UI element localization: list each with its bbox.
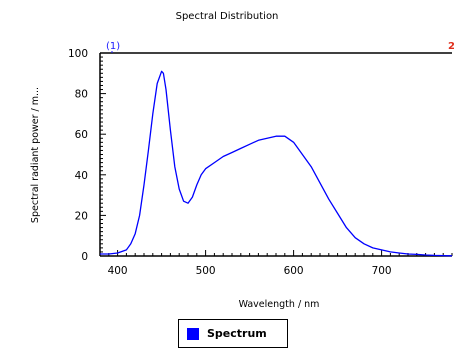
chart-title: Spectral Distribution bbox=[176, 11, 279, 22]
legend-label-spectrum: Spectrum bbox=[207, 327, 267, 340]
y-tick-label: 60 bbox=[75, 129, 88, 141]
x-axis-label: Wavelength / nm bbox=[239, 299, 320, 310]
x-tick-label: 700 bbox=[372, 265, 392, 277]
x-tick-label: 600 bbox=[284, 265, 304, 277]
y-tick-label: 80 bbox=[75, 89, 88, 101]
y-tick-label: 40 bbox=[75, 170, 88, 182]
legend-swatch-spectrum bbox=[187, 327, 199, 340]
y-axis-label: Spectral radiant power / m... bbox=[30, 87, 41, 223]
marker-1-label: (1) bbox=[106, 41, 120, 52]
plot-area: 0 20 40 60 80 100 400 500 600 700 (1) 2 bbox=[68, 41, 454, 277]
x-tick-label: 400 bbox=[108, 265, 128, 277]
series-line-spectrum bbox=[100, 70, 453, 257]
y-tick-label: 100 bbox=[68, 48, 88, 60]
marker-2-label: 2 bbox=[448, 41, 454, 52]
x-tick-label: 500 bbox=[196, 265, 216, 277]
y-tick-label: 0 bbox=[81, 251, 88, 263]
y-tick-label: 20 bbox=[75, 210, 88, 222]
legend: Spectrum bbox=[178, 319, 288, 348]
